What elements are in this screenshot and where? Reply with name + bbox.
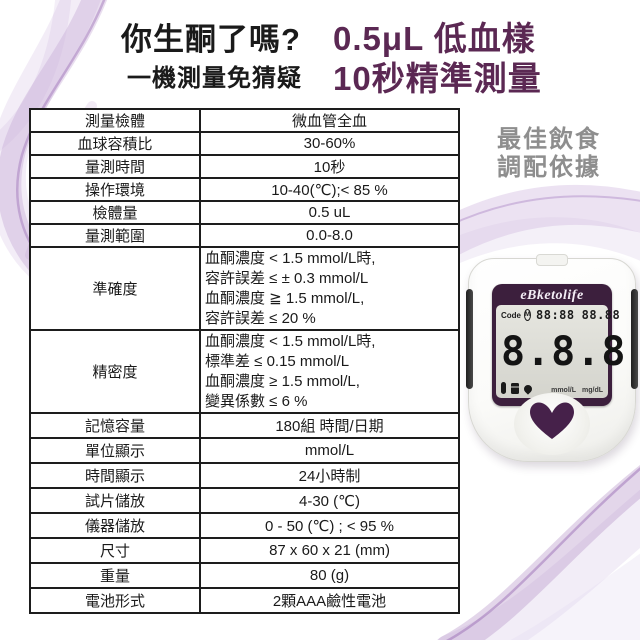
spec-value: 80 (g) xyxy=(199,562,460,589)
lcd-unit-primary: mmol/L xyxy=(551,387,576,394)
lcd-units: mmol/L mg/dL xyxy=(551,387,603,394)
blood-drop-icon xyxy=(522,383,534,395)
spec-label: 尺寸 xyxy=(29,537,201,564)
table-row: 血球容積比 30-60% xyxy=(29,131,460,156)
side-note-line1: 最佳飲食 xyxy=(497,126,601,153)
spec-label: 電池形式 xyxy=(29,587,201,614)
spec-label: 記憶容量 xyxy=(29,412,201,439)
spec-value: mmol/L xyxy=(199,437,460,464)
spec-value: 24小時制 xyxy=(199,462,460,489)
spec-label: 單位顯示 xyxy=(29,437,201,464)
brand-logo: eBketolife xyxy=(520,288,584,303)
spec-value-line: 血酮濃度 < 1.5 mmol/L時, xyxy=(205,249,376,267)
spec-label: 量測時間 xyxy=(29,154,201,179)
heart-button xyxy=(530,402,574,439)
spec-label: 血球容積比 xyxy=(29,131,201,156)
table-row: 尺寸 87 x 60 x 21 (mm) xyxy=(29,537,460,564)
spec-value: 4-30 (℃) xyxy=(199,487,460,514)
ketone-meter-device: eBketolife Code M 88:88 88.88 8.8.8 mmol… xyxy=(466,254,638,462)
table-row: 量測範圍 0.0-8.0 xyxy=(29,223,460,248)
spec-value: 2顆AAA鹼性電池 xyxy=(199,587,460,614)
spec-value: 10-40(℃);< 85 % xyxy=(199,177,460,202)
lcd-status-row: Code M 88:88 88.88 xyxy=(501,308,620,322)
memory-icon: M xyxy=(524,309,531,321)
lcd-frame: eBketolife Code M 88:88 88.88 8.8.8 mmol… xyxy=(492,284,627,406)
table-row: 重量 80 (g) xyxy=(29,562,460,589)
spec-label: 重量 xyxy=(29,562,201,589)
device-left-grip xyxy=(466,289,473,389)
table-row: 檢體量 0.5 uL xyxy=(29,200,460,225)
swirl-right-band xyxy=(428,184,640,267)
spec-value: 180組 時間/日期 xyxy=(199,412,460,439)
lcd-indicator-row: mmol/L mg/dL xyxy=(501,382,603,395)
spec-value-line: 血酮濃度 ≧ 1.5 mmol/L, xyxy=(205,289,365,307)
spec-label: 準確度 xyxy=(29,246,201,331)
spec-label: 試片儲放 xyxy=(29,487,201,514)
spec-label: 量測範圍 xyxy=(29,223,201,248)
lcd-secondary-value: 88.88 xyxy=(581,308,621,322)
spec-table: 測量檢體 微血管全血 血球容積比 30-60% 量測時間 10秒 操作環境 10… xyxy=(29,108,460,614)
spec-value-line: 標準差 ≤ 0.15 mmol/L xyxy=(205,352,350,370)
highlight-line2: 10秒精準測量 xyxy=(333,60,542,97)
table-row: 精密度 血酮濃度 < 1.5 mmol/L時, 標準差 ≤ 0.15 mmol/… xyxy=(29,329,460,414)
spec-value: 87 x 60 x 21 (mm) xyxy=(199,537,460,564)
lcd-main-reading: 8.8.8 xyxy=(501,329,627,375)
spec-label: 檢體量 xyxy=(29,200,201,225)
table-row: 試片儲放 4-30 (℃) xyxy=(29,487,460,514)
main-title-line2: 一機測量免猜疑 xyxy=(127,65,302,92)
spec-value: 血酮濃度 < 1.5 mmol/L時, 標準差 ≤ 0.15 mmol/L 血酮… xyxy=(199,329,460,414)
spec-value: 0 - 50 (℃) ; < 95 % xyxy=(199,512,460,539)
spec-value-line: 血酮濃度 ≥ 1.5 mmol/L, xyxy=(205,372,360,390)
spec-value-line: 血酮濃度 < 1.5 mmol/L時, xyxy=(205,332,376,350)
spec-label: 操作環境 xyxy=(29,177,201,202)
spec-label: 儀器儲放 xyxy=(29,512,201,539)
table-row: 時間顯示 24小時制 xyxy=(29,462,460,489)
battery-icon xyxy=(511,383,519,394)
table-row: 記憶容量 180組 時間/日期 xyxy=(29,412,460,439)
spec-value: 10秒 xyxy=(199,154,460,179)
spec-value: 30-60% xyxy=(199,131,460,156)
table-row: 操作環境 10-40(℃);< 85 % xyxy=(29,177,460,202)
spec-value-line: 容許誤差 ≤ 20 % xyxy=(205,309,316,327)
spec-value-line: 變異係數 ≤ 6 % xyxy=(205,392,308,410)
table-row: 量測時間 10秒 xyxy=(29,154,460,179)
table-row: 電池形式 2顆AAA鹼性電池 xyxy=(29,587,460,614)
table-row: 準確度 血酮濃度 < 1.5 mmol/L時, 容許誤差 ≤ ± 0.3 mmo… xyxy=(29,246,460,331)
main-title-line1: 你生酮了嗎? xyxy=(121,22,301,57)
spec-label: 精密度 xyxy=(29,329,201,414)
device-right-grip xyxy=(631,289,638,389)
table-row: 儀器儲放 0 - 50 (℃) ; < 95 % xyxy=(29,512,460,539)
lcd-unit-secondary: mg/dL xyxy=(582,387,603,394)
spec-value: 血酮濃度 < 1.5 mmol/L時, 容許誤差 ≤ ± 0.3 mmol/L … xyxy=(199,246,460,331)
highlight-line1: 0.5μL 低血樣 xyxy=(333,20,536,57)
lcd-screen: Code M 88:88 88.88 8.8.8 mmol/L mg/dL xyxy=(496,305,627,398)
table-row: 單位顯示 mmol/L xyxy=(29,437,460,464)
spec-value: 0.0-8.0 xyxy=(199,223,460,248)
device-top-tab xyxy=(536,254,568,266)
swirl-bottom-right xyxy=(437,464,640,640)
thermometer-icon xyxy=(501,382,506,394)
side-note-line2: 調配依據 xyxy=(497,154,601,181)
spec-value: 微血管全血 xyxy=(199,108,460,133)
lcd-code-label: Code xyxy=(501,310,521,320)
lcd-time-value: 88:88 xyxy=(536,308,575,322)
table-row: 測量檢體 微血管全血 xyxy=(29,108,460,133)
side-note: 最佳飲食 調配依據 xyxy=(497,126,601,182)
spec-value-line: 容許誤差 ≤ ± 0.3 mmol/L xyxy=(205,269,369,287)
spec-label: 測量檢體 xyxy=(29,108,201,133)
spec-value: 0.5 uL xyxy=(199,200,460,225)
spec-label: 時間顯示 xyxy=(29,462,201,489)
